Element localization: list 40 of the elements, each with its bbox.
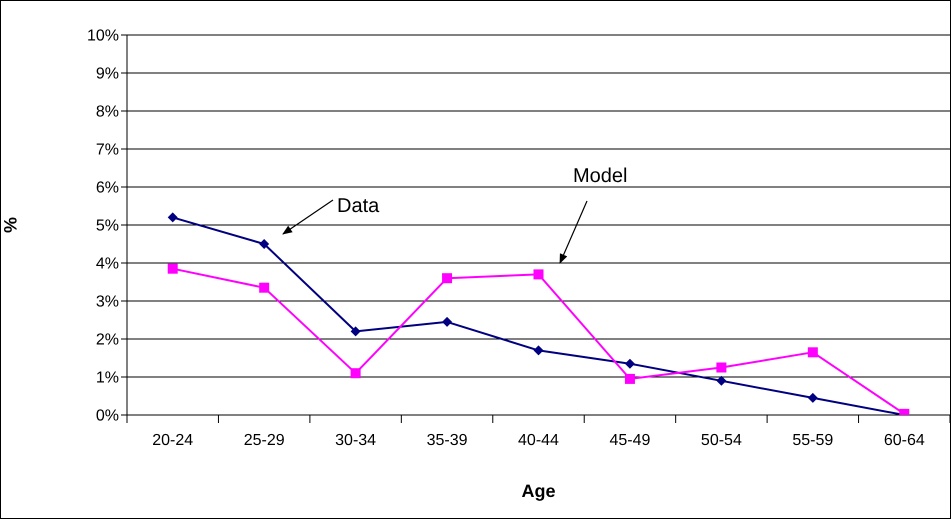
x-tick-label: 40-44 xyxy=(518,432,560,449)
y-tick-label: 4% xyxy=(96,256,119,273)
point xyxy=(442,316,452,327)
y-tick-label: 9% xyxy=(96,66,119,83)
x-tick-label: 50-54 xyxy=(700,432,742,449)
x-axis-title: Age xyxy=(521,481,556,501)
point xyxy=(350,368,361,378)
y-tick-label: 0% xyxy=(96,408,119,425)
x-tick-label: 55-59 xyxy=(792,432,834,449)
point xyxy=(534,269,544,280)
point xyxy=(168,264,178,274)
x-tick-label: 30-34 xyxy=(335,432,376,449)
point xyxy=(259,282,270,293)
point xyxy=(716,376,726,386)
point xyxy=(442,273,452,284)
point xyxy=(350,326,361,336)
point xyxy=(716,362,726,372)
point xyxy=(624,374,635,384)
x-tick-label: 20-24 xyxy=(152,432,194,449)
point xyxy=(534,345,544,356)
y-tick-label: 1% xyxy=(96,370,119,387)
point xyxy=(808,392,818,403)
point xyxy=(259,239,270,249)
point xyxy=(624,358,635,369)
y-tick-label: 5% xyxy=(96,218,119,235)
y-tick-label: 10% xyxy=(86,28,119,45)
x-tick-label: 60-64 xyxy=(884,432,925,449)
x-tick-label: 25-29 xyxy=(244,432,285,449)
text: Data xyxy=(337,195,380,217)
y-tick-label: 3% xyxy=(96,294,119,311)
y-tick-label: 7% xyxy=(96,142,119,159)
text: Model xyxy=(573,165,628,187)
x-tick-label: 35-39 xyxy=(426,432,468,449)
y-tick-label: 2% xyxy=(96,332,119,349)
point xyxy=(168,212,178,222)
point xyxy=(808,347,818,358)
y-tick-label: 6% xyxy=(96,180,119,197)
y-axis-title: % xyxy=(0,216,20,234)
x-tick-label: 45-49 xyxy=(609,432,651,449)
y-tick-label: 8% xyxy=(96,104,119,121)
